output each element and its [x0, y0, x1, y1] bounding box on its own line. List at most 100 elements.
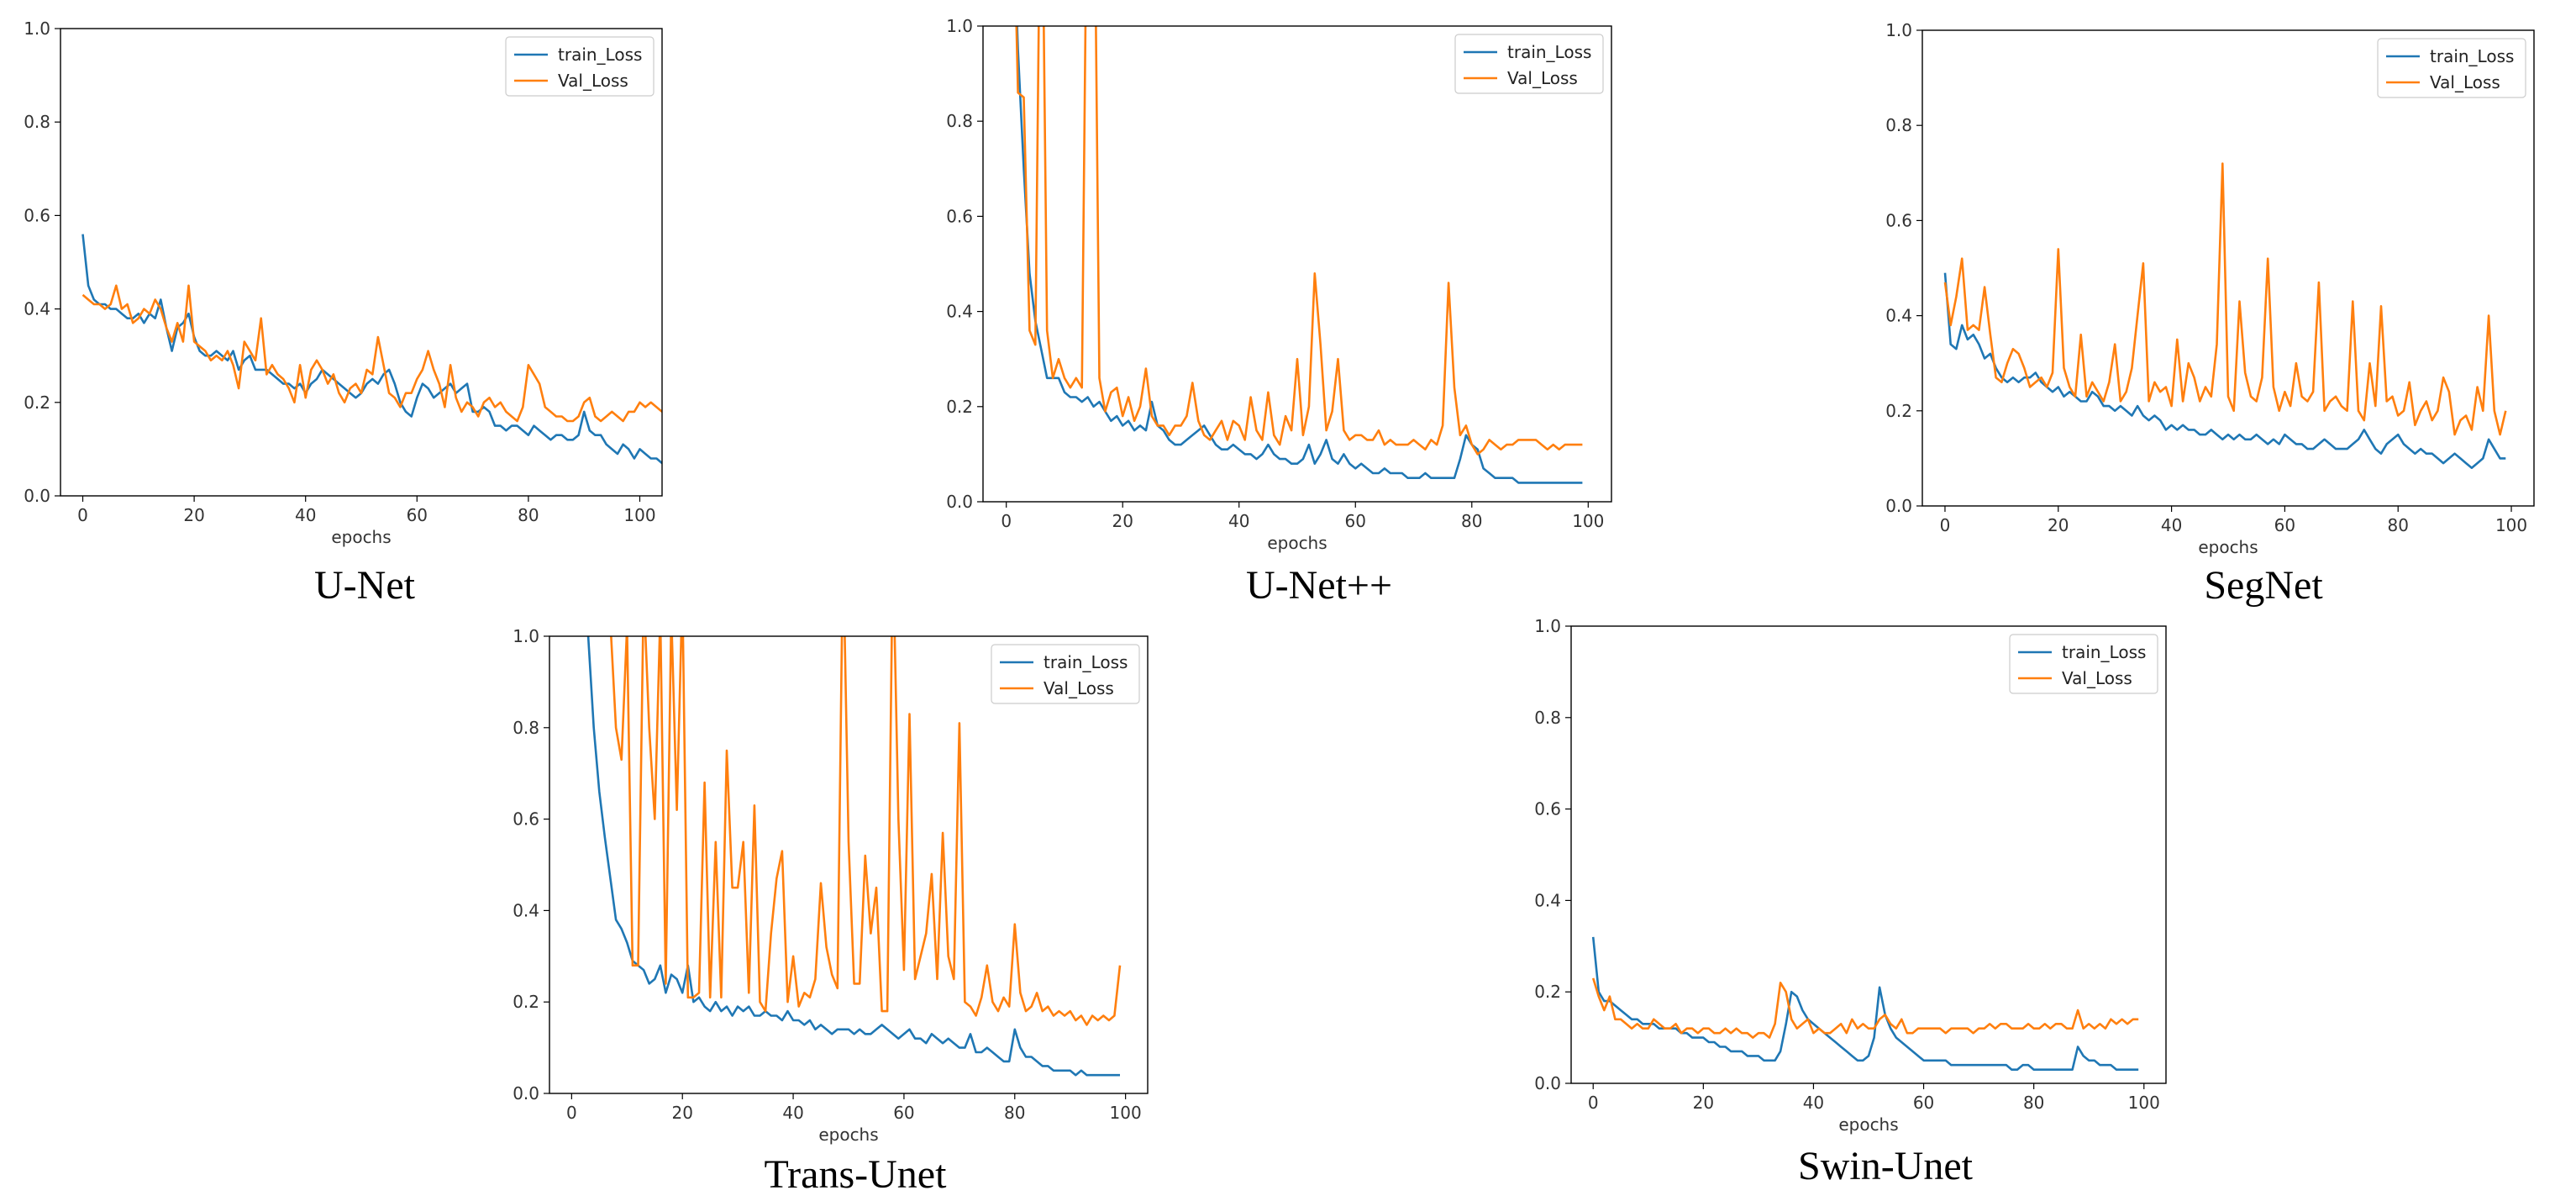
y-tick-label: 0.4: [946, 302, 973, 322]
series-line-val-loss: [1591, 977, 2139, 1039]
legend: train_Loss Val_Loss: [2009, 634, 2158, 694]
x-tick-label: 80: [2387, 515, 2408, 535]
x-tick-label: 100: [2495, 515, 2527, 535]
chart-panel: 0.0 0.2 0.4 0.6 0.8 1.0 0 20 40 60 80 100 epochs trai…: [24, 18, 663, 608]
x-tick-label: 20: [183, 505, 204, 525]
y-tick-label: 0.8: [946, 111, 973, 131]
x-axis-label: epochs: [818, 1125, 878, 1145]
series-line-train-loss: [1016, 26, 1583, 484]
x-tick-label: 0: [566, 1103, 577, 1123]
legend-label: train_Loss: [1044, 652, 1128, 672]
y-tick-label: 0.0: [1534, 1073, 1561, 1093]
chart-panel: 0.0 0.2 0.4 0.6 0.8 1.0 0 20 40 60 80 100 epochs trai…: [1534, 616, 2167, 1188]
plot-frame: [1570, 625, 2167, 1084]
legend-label: train_Loss: [2430, 46, 2514, 66]
x-tick-label: 60: [893, 1103, 914, 1123]
legend: train_Loss Val_Loss: [991, 644, 1140, 704]
x-tick-label: 40: [782, 1103, 803, 1123]
x-tick-label: 60: [2274, 515, 2295, 535]
chart-panel: 0.0 0.2 0.4 0.6 0.8 1.0 0 20 40 60 80 100 epochs trai…: [513, 626, 1149, 1197]
y-tick-label: 0.2: [1885, 401, 1912, 421]
y-tick-label: 0.0: [946, 492, 973, 512]
y-tick-label: 0.0: [1885, 496, 1912, 516]
x-tick-label: 80: [2023, 1093, 2044, 1113]
y-tick-label: 0.6: [24, 205, 50, 225]
legend-label: Val_Loss: [1044, 678, 1114, 698]
plot-frame: [549, 635, 1149, 1094]
legend-label: Val_Loss: [2430, 72, 2500, 92]
chart-caption: U-Net: [314, 563, 416, 608]
series-line-train-loss: [586, 636, 1120, 1077]
plot-frame: [982, 25, 1612, 503]
x-axis-label: epochs: [2198, 537, 2258, 557]
x-axis-label: epochs: [1838, 1114, 1898, 1135]
y-tick-label: 0.6: [513, 809, 539, 830]
series-line-val-loss: [81, 284, 662, 423]
x-tick-label: 0: [77, 505, 88, 525]
chart-caption: Trans-Unet: [765, 1152, 948, 1197]
legend: train_Loss Val_Loss: [1454, 34, 1604, 94]
y-tick-label: 0.8: [24, 112, 50, 132]
y-tick-label: 1.0: [1885, 20, 1912, 40]
y-tick-label: 0.2: [24, 392, 50, 413]
series-line-train-loss: [1943, 272, 2506, 470]
y-tick-label: 0.6: [946, 206, 973, 226]
x-tick-label: 60: [1913, 1093, 1934, 1113]
x-tick-label: 40: [1803, 1093, 1824, 1113]
x-axis-label: epochs: [1267, 533, 1327, 553]
x-tick-label: 100: [623, 505, 655, 525]
y-tick-label: 0.2: [946, 397, 973, 417]
y-tick-label: 0.4: [513, 900, 539, 920]
x-tick-label: 20: [2048, 515, 2069, 535]
y-tick-label: 0.2: [1534, 982, 1561, 1002]
x-tick-label: 20: [1112, 511, 1133, 531]
chart-panel: 0.0 0.2 0.4 0.6 0.8 1.0 0 20 40 60 80 100 epochs trai…: [946, 16, 1612, 608]
x-tick-label: 0: [1940, 515, 1951, 535]
x-axis-label: epochs: [331, 527, 391, 547]
series-line-train-loss: [1591, 936, 2139, 1071]
y-tick-label: 0.8: [1534, 708, 1561, 728]
x-tick-label: 80: [1004, 1103, 1025, 1123]
legend-label: train_Loss: [2062, 642, 2146, 662]
chart-caption: SegNet: [2204, 563, 2323, 608]
legend-label: Val_Loss: [558, 71, 628, 91]
legend-label: Val_Loss: [2062, 668, 2132, 688]
y-tick-label: 1.0: [24, 18, 50, 39]
plot-frame: [60, 28, 663, 497]
x-tick-label: 20: [1693, 1093, 1714, 1113]
y-tick-label: 0.4: [1885, 306, 1912, 326]
x-tick-label: 40: [295, 505, 316, 525]
y-tick-label: 0.6: [1885, 210, 1912, 230]
x-tick-label: 0: [1001, 511, 1012, 531]
series-line-train-loss: [81, 234, 662, 465]
chart-caption: Swin-Unet: [1798, 1144, 1974, 1188]
legend-label: train_Loss: [558, 45, 642, 65]
y-tick-label: 0.4: [24, 299, 50, 319]
legend-label: Val_Loss: [1507, 68, 1578, 88]
x-tick-label: 40: [1228, 511, 1249, 531]
y-tick-label: 0.0: [513, 1083, 539, 1104]
y-tick-label: 0.4: [1534, 890, 1561, 910]
x-tick-label: 100: [1110, 1103, 1142, 1123]
plot-frame: [1921, 29, 2535, 507]
y-tick-label: 0.6: [1534, 799, 1561, 819]
series-line-val-loss: [1015, 26, 1583, 456]
y-tick-label: 1.0: [946, 16, 973, 36]
x-tick-label: 80: [1461, 511, 1482, 531]
x-tick-label: 60: [1345, 511, 1366, 531]
y-tick-label: 0.0: [24, 486, 50, 506]
series-line-val-loss: [1943, 162, 2507, 436]
legend: train_Loss Val_Loss: [2377, 38, 2526, 98]
legend-label: train_Loss: [1507, 42, 1591, 62]
y-tick-label: 0.2: [513, 992, 539, 1012]
x-tick-label: 20: [671, 1103, 692, 1123]
chart-caption: U-Net++: [1246, 563, 1392, 608]
x-tick-label: 80: [518, 505, 539, 525]
series-line-val-loss: [610, 636, 1122, 1026]
legend: train_Loss Val_Loss: [505, 36, 655, 97]
x-tick-label: 100: [2128, 1093, 2160, 1113]
x-tick-label: 60: [407, 505, 428, 525]
x-tick-label: 100: [1572, 511, 1604, 531]
chart-panel: 0.0 0.2 0.4 0.6 0.8 1.0 0 20 40 60 80 100 epochs trai…: [1885, 20, 2535, 608]
